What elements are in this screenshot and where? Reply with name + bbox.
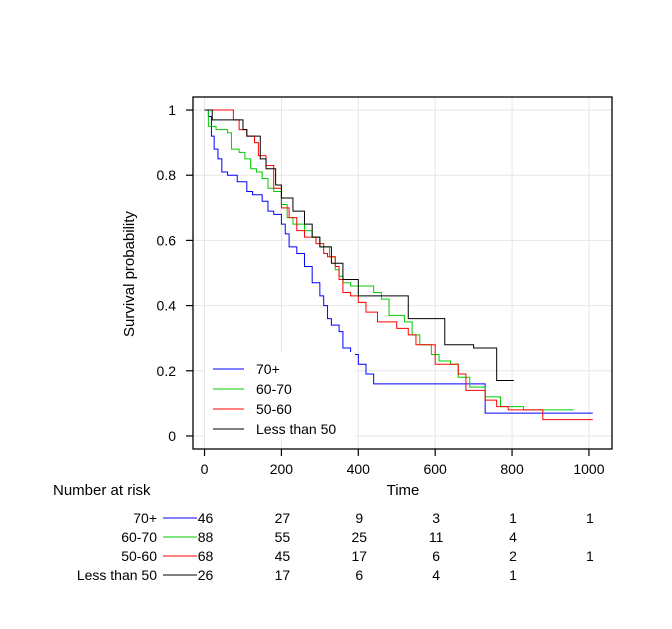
risk-count: 1 — [509, 510, 517, 526]
legend-label: Less than 50 — [256, 421, 336, 437]
risk-count: 1 — [509, 567, 517, 583]
risk-count: 68 — [198, 548, 214, 564]
risk-count: 4 — [509, 529, 517, 545]
y-tick-label: 0.4 — [157, 298, 177, 314]
x-tick-label: 600 — [423, 461, 447, 477]
risk-count: 1 — [586, 510, 594, 526]
x-tick-label: 0 — [201, 461, 209, 477]
risk-row-label: 60-70 — [121, 529, 157, 545]
y-axis: 0 0.2 0.4 0.6 0.8 1 — [157, 102, 193, 444]
x-tick-label: 200 — [270, 461, 294, 477]
y-tick-label: 0.8 — [157, 167, 177, 183]
risk-count: 6 — [432, 548, 440, 564]
series-line-3 — [204, 109, 514, 382]
risk-count: 27 — [275, 510, 291, 526]
y-tick-label: 1 — [168, 102, 176, 118]
x-tick-label: 1000 — [573, 461, 604, 477]
risk-count: 26 — [198, 567, 214, 583]
risk-count: 2 — [509, 548, 517, 564]
risk-count: 55 — [275, 529, 291, 545]
risk-count: 88 — [198, 529, 214, 545]
legend-label: 60-70 — [256, 381, 292, 397]
legend-box — [205, 352, 355, 438]
x-tick-label: 400 — [347, 461, 371, 477]
risk-count: 17 — [352, 548, 368, 564]
risk-count: 25 — [352, 529, 368, 545]
risk-row-label: Less than 50 — [77, 567, 157, 583]
risk-count: 17 — [275, 567, 291, 583]
risk-count: 6 — [355, 567, 363, 583]
legend: 70+ 60-70 50-60 Less than 50 — [205, 352, 355, 438]
risk-row-label: 70+ — [133, 510, 157, 526]
x-axis-label: Time — [387, 482, 420, 499]
survival-curves — [204, 109, 593, 421]
risk-count: 1 — [586, 548, 594, 564]
x-tick-label: 800 — [500, 461, 524, 477]
risk-table: Number at risk 70+ 46 27 9 3 1 160-70 88 55 25 11 4… — [53, 482, 594, 583]
y-tick-label: 0.6 — [157, 232, 177, 248]
legend-label: 50-60 — [256, 401, 292, 417]
risk-row-label: 50-60 — [121, 548, 157, 564]
risk-count: 45 — [275, 548, 291, 564]
risk-table-title: Number at risk — [53, 482, 151, 499]
risk-count: 46 — [198, 510, 214, 526]
risk-count: 3 — [432, 510, 440, 526]
series-line-2 — [204, 109, 593, 421]
risk-count: 9 — [355, 510, 363, 526]
risk-count: 4 — [432, 567, 440, 583]
y-tick-label: 0.2 — [157, 363, 177, 379]
y-axis-label: Survival probability — [121, 211, 138, 337]
legend-label: 70+ — [256, 361, 280, 377]
x-axis: 0 200 400 600 800 1000 — [201, 449, 605, 477]
plot-frame — [192, 96, 613, 450]
series-line-0 — [204, 109, 593, 414]
risk-count: 11 — [429, 529, 444, 545]
y-tick-label: 0 — [168, 428, 176, 444]
